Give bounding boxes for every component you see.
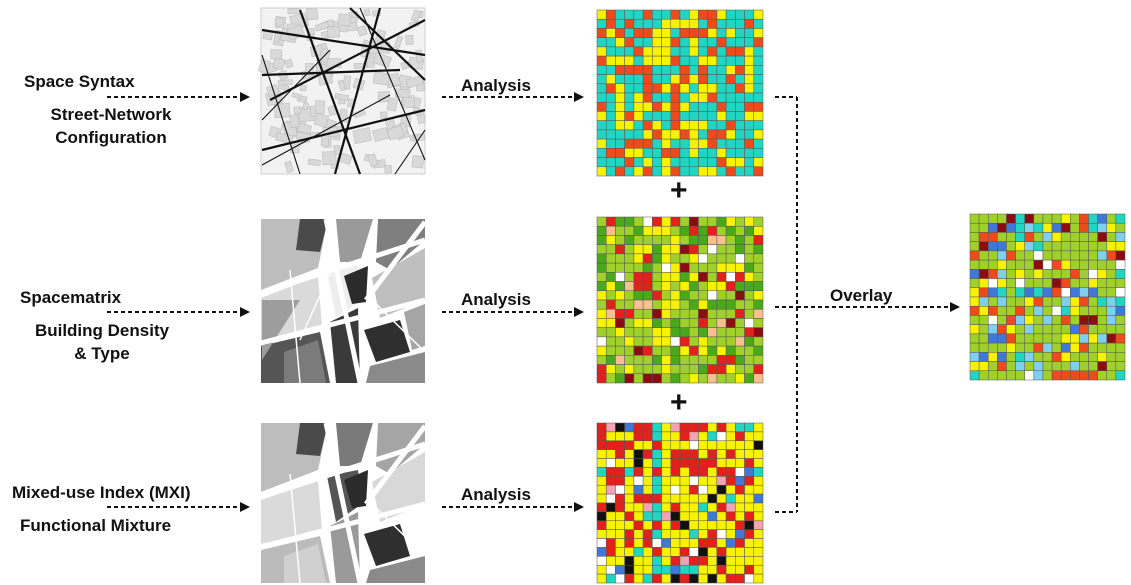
space-syntax-analysis-grid <box>596 9 764 177</box>
plus-sign-1: + <box>670 174 688 207</box>
analysis-label-2: Analysis <box>461 290 531 309</box>
spacematrix-analysis-grid <box>596 216 764 384</box>
analysis-label-1: Analysis <box>461 76 531 95</box>
building-density-map <box>260 218 427 384</box>
functional-mixture-map <box>260 422 427 584</box>
analysis-label-3: Analysis <box>461 485 531 504</box>
description-label-2a: Building Density <box>34 321 170 340</box>
description-label-2b: & Type <box>74 344 130 363</box>
overlay-bracket <box>775 96 798 513</box>
description-label-3a: Functional Mixture <box>20 516 172 535</box>
street-lines <box>261 7 426 175</box>
description-label-1a: Street-Network <box>50 105 172 124</box>
overlay-label: Overlay <box>830 286 893 305</box>
mxi-analysis-grid <box>596 422 764 584</box>
method-label-2: Spacematrix <box>20 288 122 307</box>
plus-sign-2: + <box>670 386 688 419</box>
street-network-map <box>257 7 426 175</box>
method-label-3: Mixed-use Index (MXI) <box>12 483 191 502</box>
overlay-result-grid <box>969 213 1126 381</box>
description-label-1b: Configuration <box>55 128 167 147</box>
method-label-1: Space Syntax <box>24 72 135 91</box>
